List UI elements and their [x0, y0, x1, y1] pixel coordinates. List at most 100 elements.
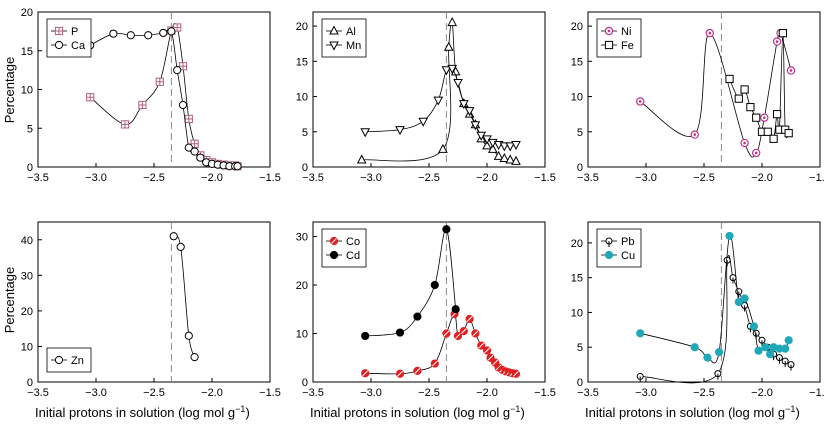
legend-label-ni: Ni — [621, 26, 631, 38]
data-point-ni — [786, 66, 796, 75]
data-point-ca — [126, 31, 135, 40]
series-line-pb — [640, 255, 792, 384]
x-tick-label: −3.0 — [635, 172, 657, 184]
legend-label-cu: Cu — [621, 250, 635, 262]
data-point-fe — [784, 129, 793, 138]
x-tick-label: −1.5 — [534, 172, 556, 184]
data-point-al — [482, 140, 492, 150]
data-point-mn — [418, 117, 429, 127]
x-tick-label: −2.0 — [201, 172, 223, 184]
x-tick-label: −1.5 — [809, 172, 824, 184]
x-tick-label: −1.5 — [259, 172, 281, 184]
x-tick-label: −1.5 — [534, 387, 556, 399]
x-axis-label-right: Initial protons in solution (log mol g−1… — [585, 404, 800, 420]
x-tick-label: −3.5 — [577, 387, 599, 399]
y-tick-label: 10 — [571, 92, 583, 104]
series-line-zn — [173, 235, 195, 358]
x-tick-label: −2.5 — [418, 387, 440, 399]
data-point-cu — [690, 343, 699, 352]
data-point-al — [499, 152, 510, 163]
x-axis-label-middle-sup: −1 — [510, 404, 520, 414]
x-axis-label-left-main: Initial protons in solution (log mol g — [35, 405, 235, 420]
x-tick-label: −2.0 — [751, 172, 773, 184]
data-point-co — [453, 331, 463, 341]
x-tick-label: −1.5 — [809, 387, 824, 399]
data-point-ca — [233, 162, 242, 171]
data-point-cu — [784, 336, 793, 345]
data-point-p — [190, 139, 199, 148]
data-point-cu — [734, 297, 743, 307]
data-point-co — [442, 329, 451, 338]
y-tick-label: 15 — [571, 56, 583, 68]
data-point-co — [361, 369, 370, 378]
data-point-ca — [178, 100, 188, 110]
series-line-ca — [90, 28, 238, 167]
data-point-co — [395, 369, 405, 378]
data-point-cd — [395, 328, 405, 337]
x-tick-label: −3.0 — [85, 172, 107, 184]
legend-label-ca: Ca — [71, 40, 86, 52]
data-point-ni — [740, 138, 749, 148]
data-point-cu — [761, 343, 770, 352]
data-point-ca — [173, 66, 182, 75]
data-point-fe — [752, 113, 761, 122]
data-point-cd — [442, 225, 451, 234]
series-line-p — [89, 23, 238, 167]
data-point-ca — [144, 31, 153, 40]
y-tick-label: 15 — [296, 56, 308, 68]
data-point-pb — [636, 372, 644, 383]
data-point-pb — [714, 370, 722, 380]
legend-box — [321, 228, 367, 268]
y-tick-label: 30 — [296, 232, 308, 244]
data-point-co — [459, 326, 468, 336]
x-axis-label-middle-main: Initial protons in solution (log mol g — [310, 405, 510, 420]
x-tick-label: −2.5 — [143, 172, 165, 184]
y-axis-label-bottom: Percentage — [2, 267, 17, 334]
data-point-cu — [703, 353, 712, 362]
legend: Al Mn — [321, 18, 367, 58]
panel-top-left: −3.5 −3.0 −2.5 −2.0 −1.5 0 5 10 15 20 P Ca — [21, 7, 281, 184]
x-tick-label: −3.0 — [85, 387, 107, 399]
x-axis-label-right-end: ) — [795, 405, 799, 420]
data-point-cu — [725, 231, 734, 241]
data-point-cu — [766, 350, 775, 359]
data-point-co — [486, 353, 495, 362]
data-point-cu — [714, 347, 724, 357]
data-point-cu — [749, 322, 758, 331]
x-tick-label: −3.5 — [302, 387, 324, 399]
data-point-mn — [453, 78, 463, 89]
panel-top-middle: −3.5 −3.0 −2.5 −2.0 −1.5 0 5 10 15 20 Al Mn — [296, 11, 556, 184]
legend-marker-fe — [604, 40, 614, 50]
data-point-p — [138, 100, 147, 110]
data-point-co — [471, 329, 480, 338]
x-tick-label: −2.0 — [751, 387, 773, 399]
x-axis-label-left-sup: −1 — [235, 404, 245, 414]
x-tick-label: −2.5 — [418, 172, 440, 184]
legend-marker-cd — [329, 250, 339, 260]
series-line-mn — [365, 65, 517, 147]
x-tick-label: −2.0 — [476, 172, 498, 184]
legend-label-fe: Fe — [621, 40, 634, 52]
x-tick-label: −3.5 — [27, 172, 49, 184]
data-point-ni — [636, 97, 645, 106]
legend-marker-cu — [604, 250, 614, 260]
y-axis-label-top: Percentage — [2, 57, 17, 124]
panel-top-right: −3.5 −3.0 −2.5 −2.0 −1.5 0 5 10 15 20 Ni Fe — [571, 11, 824, 184]
data-point-cd — [451, 305, 460, 314]
data-point-mn — [464, 107, 475, 117]
y-tick-label: 5 — [27, 123, 33, 135]
data-point-p — [155, 77, 164, 86]
y-tick-label: 10 — [21, 341, 33, 353]
y-tick-label: 20 — [21, 306, 33, 318]
data-point-fe — [769, 134, 778, 143]
x-tick-label: −3.5 — [577, 172, 599, 184]
data-point-fe — [746, 103, 755, 112]
data-point-al — [447, 17, 458, 27]
data-point-ni — [705, 28, 715, 38]
data-point-cd — [361, 331, 370, 341]
data-point-pb — [775, 354, 783, 364]
legend-marker-ni — [604, 26, 614, 36]
data-point-p — [173, 23, 182, 32]
